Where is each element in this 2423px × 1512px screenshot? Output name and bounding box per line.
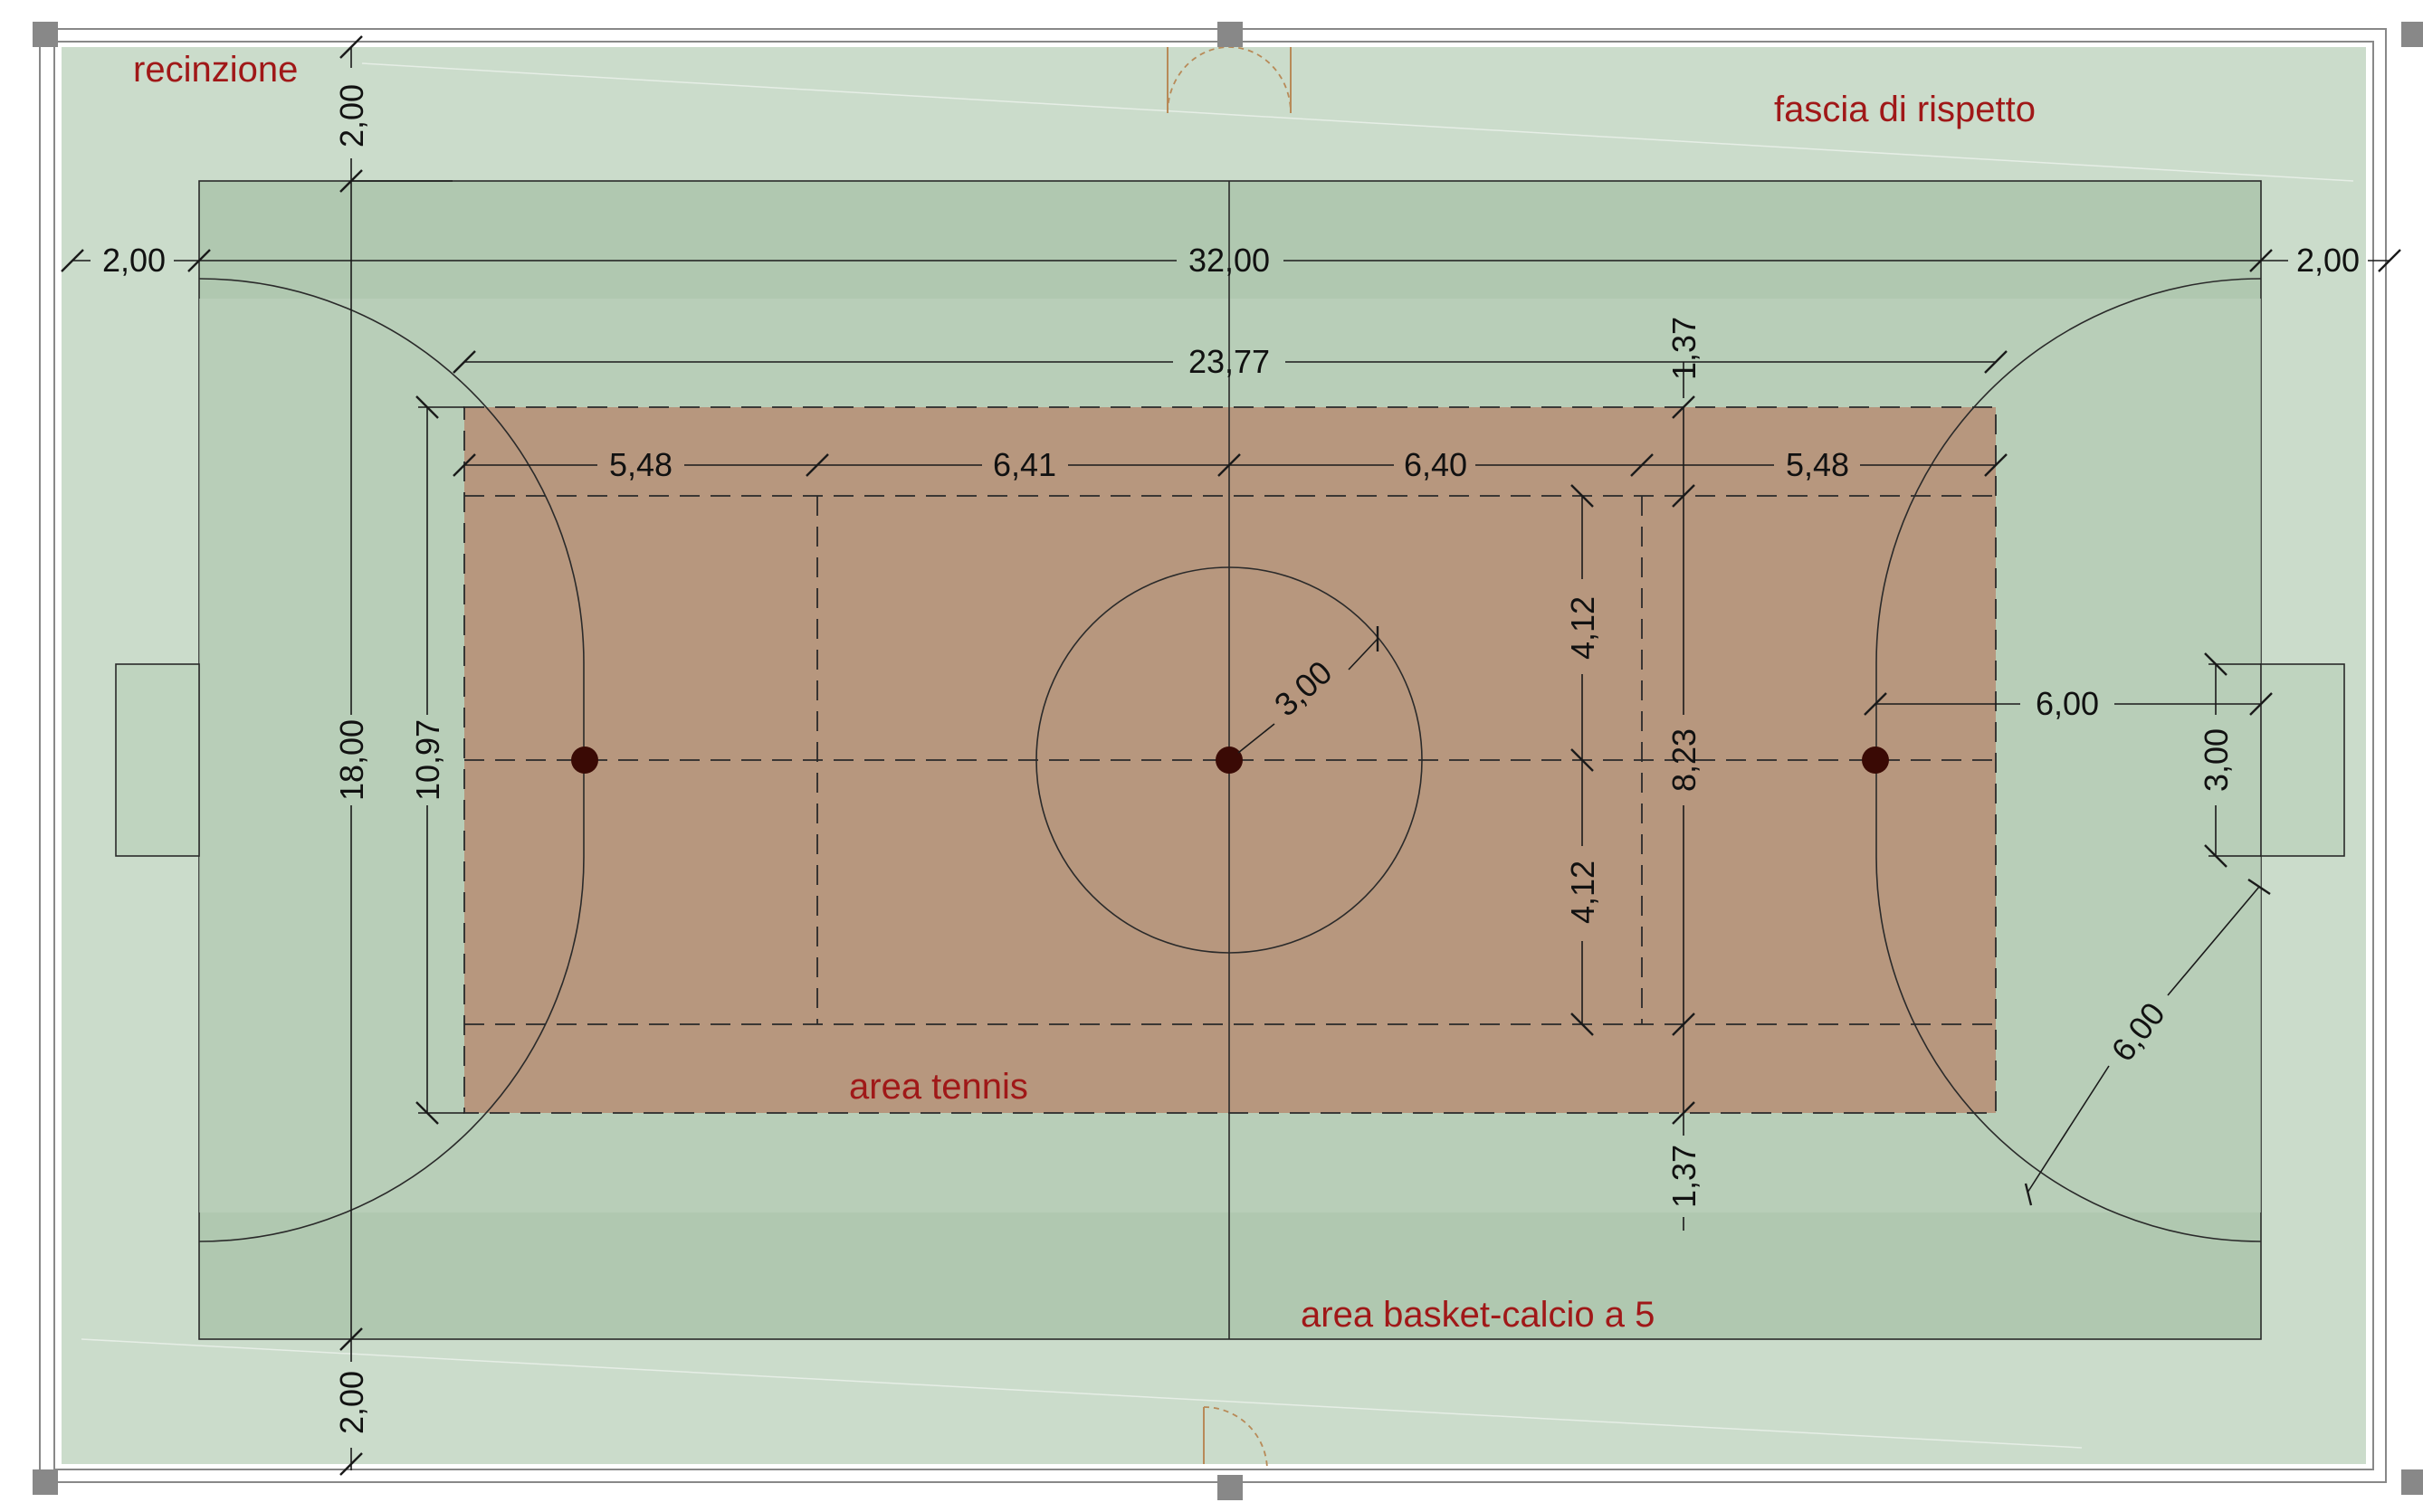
tennis-outline — [463, 406, 1997, 1114]
dim-tick — [415, 395, 439, 419]
left-goal-box — [115, 663, 200, 857]
dim-line-center-radius — [1237, 723, 1275, 754]
dim-tennis-width: 10,97 — [409, 719, 446, 801]
dim-penalty-distance: 6,00 — [2036, 685, 2099, 722]
dim-service-right: 6,40 — [1404, 446, 1467, 483]
dim-tick — [2247, 879, 2271, 895]
dim-overall-width: 18,00 — [333, 719, 370, 801]
fence-outer-line — [39, 28, 2387, 1483]
dim-singles-width: 8,23 — [1665, 728, 1703, 792]
label-fence: recinzione — [133, 50, 298, 90]
dim-tick — [2204, 844, 2227, 868]
dim-line-area-radius — [2027, 1065, 2110, 1193]
fence-post — [2401, 1469, 2423, 1495]
label-tennis-area: area tennis — [849, 1067, 1028, 1107]
dim-service-left: 6,41 — [993, 446, 1056, 483]
dim-line-center-radius — [1348, 638, 1378, 670]
dim-tick — [2204, 652, 2227, 676]
label-basket-area: area basket-calcio a 5 — [1301, 1295, 1655, 1335]
dim-tick — [1672, 484, 1695, 508]
dim-tick — [1984, 350, 2008, 374]
fence-post — [1217, 1475, 1243, 1500]
dim-tick — [1630, 453, 1654, 477]
dim-tick — [806, 453, 829, 477]
hatch-line — [361, 62, 2354, 182]
dim-line-area-radius — [2167, 886, 2260, 996]
fence-post — [1217, 22, 1243, 47]
dim-goal-width: 3,00 — [2198, 728, 2235, 792]
dim-overall-length: 32,00 — [1188, 242, 1270, 279]
fence-post — [2401, 22, 2423, 47]
dim-tick — [1217, 453, 1241, 477]
dim-tick — [339, 1452, 363, 1476]
dim-tick — [1672, 395, 1695, 419]
dim-alley-bottom: 1,37 — [1665, 1145, 1703, 1208]
right-goal-box — [2260, 663, 2345, 857]
dim-margin-bottom: 2,00 — [333, 1371, 370, 1434]
dim-tick — [453, 350, 476, 374]
dim-tick — [1672, 1013, 1695, 1036]
dim-tick — [415, 1101, 439, 1125]
dim-margin-right: 2,00 — [2296, 242, 2360, 279]
dim-service-left-back: 5,48 — [609, 446, 673, 483]
dim-alley-top: 1,37 — [1665, 317, 1703, 380]
dim-margin-top: 2,00 — [333, 84, 370, 147]
dim-tick — [1984, 453, 2008, 477]
dim-service-right-back: 5,48 — [1786, 446, 1849, 483]
dim-tick — [1570, 748, 1594, 772]
dim-tick — [1672, 1101, 1695, 1125]
dim-tick — [2024, 1183, 2033, 1206]
right-penalty-spot — [1862, 746, 1889, 774]
left-penalty-spot — [571, 746, 598, 774]
top-gate-posts — [1167, 47, 1292, 113]
fence-post — [33, 22, 58, 47]
dim-margin-left: 2,00 — [102, 242, 166, 279]
hatch-line — [81, 1338, 2083, 1449]
dim-tick — [1864, 692, 1887, 716]
bottom-gate-swing — [1203, 1406, 1268, 1471]
dim-tick — [339, 35, 363, 59]
center-spot — [1216, 746, 1243, 774]
dim-tennis-length: 23,77 — [1188, 343, 1270, 380]
dim-half-service-bottom: 4,12 — [1564, 861, 1601, 924]
dim-tick — [339, 1327, 363, 1351]
dim-tick — [339, 169, 363, 193]
dim-half-service-top: 4,12 — [1564, 596, 1601, 660]
dim-tick — [1570, 484, 1594, 508]
fence-inner-line — [53, 41, 2374, 1470]
dim-tick — [453, 453, 476, 477]
dim-tick — [2378, 249, 2401, 272]
label-buffer-zone: fascia di rispetto — [1774, 90, 2036, 129]
dim-tick — [61, 249, 84, 272]
fence-post — [33, 1469, 58, 1495]
dim-tick — [2249, 692, 2273, 716]
center-circle — [1035, 566, 1423, 954]
dim-tick — [1570, 1013, 1594, 1036]
